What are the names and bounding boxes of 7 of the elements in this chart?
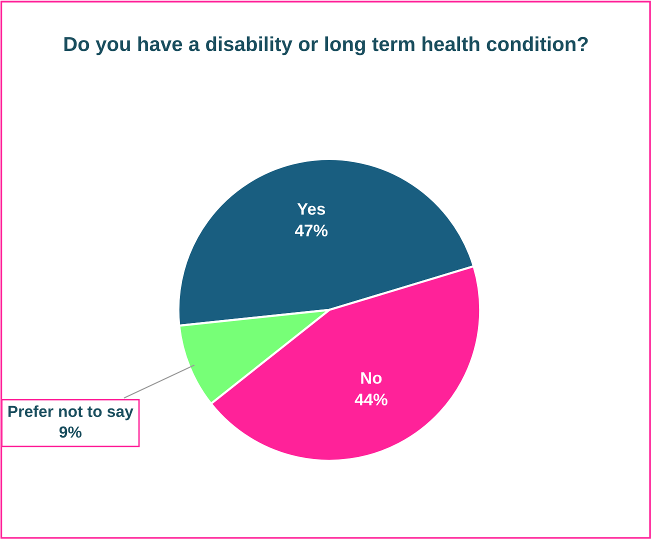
data-label: 47%: [294, 224, 328, 236]
data-label: 9%: [59, 426, 82, 438]
slice-label: Prefer not to say: [8, 405, 134, 420]
chart-title: Do you have a disability or long term health condition?: [64, 36, 588, 56]
data-label: 44%: [354, 394, 388, 406]
slice-label: Yes: [297, 203, 326, 215]
slice-label: No: [361, 372, 382, 384]
